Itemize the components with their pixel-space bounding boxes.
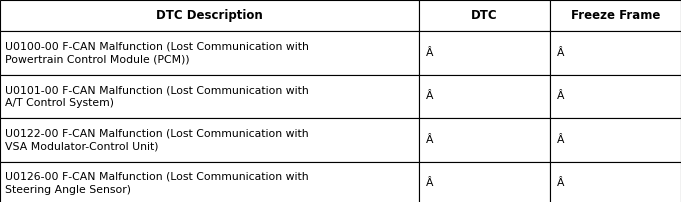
Text: Â: Â	[426, 178, 433, 188]
Text: Freeze Frame: Freeze Frame	[571, 9, 661, 22]
Text: Â: Â	[426, 92, 433, 101]
Text: Â: Â	[557, 92, 565, 101]
Text: Â: Â	[557, 178, 565, 188]
Text: U0100-00 F-CAN Malfunction (Lost Communication with
Powertrain Control Module (P: U0100-00 F-CAN Malfunction (Lost Communi…	[5, 42, 308, 64]
Bar	[0, 31, 419, 75]
Bar	[550, 162, 681, 202]
Text: Â: Â	[557, 135, 565, 145]
Text: DTC Description: DTC Description	[156, 9, 263, 22]
Bar	[0, 0, 419, 31]
Text: U0122-00 F-CAN Malfunction (Lost Communication with
VSA Modulator-Control Unit): U0122-00 F-CAN Malfunction (Lost Communi…	[5, 128, 308, 151]
Bar	[0, 118, 419, 162]
Bar	[0, 162, 419, 202]
Bar	[550, 31, 681, 75]
Bar	[419, 75, 550, 118]
Text: Â: Â	[557, 48, 565, 58]
Bar	[550, 75, 681, 118]
Bar	[419, 118, 550, 162]
Bar	[0, 75, 419, 118]
Bar	[550, 0, 681, 31]
Bar	[419, 162, 550, 202]
Bar	[419, 0, 550, 31]
Text: Â: Â	[426, 135, 433, 145]
Bar	[550, 118, 681, 162]
Bar	[419, 31, 550, 75]
Text: U0126-00 F-CAN Malfunction (Lost Communication with
Steering Angle Sensor): U0126-00 F-CAN Malfunction (Lost Communi…	[5, 172, 308, 195]
Text: Â: Â	[426, 48, 433, 58]
Text: DTC: DTC	[471, 9, 498, 22]
Text: U0101-00 F-CAN Malfunction (Lost Communication with
A/T Control System): U0101-00 F-CAN Malfunction (Lost Communi…	[5, 85, 308, 108]
